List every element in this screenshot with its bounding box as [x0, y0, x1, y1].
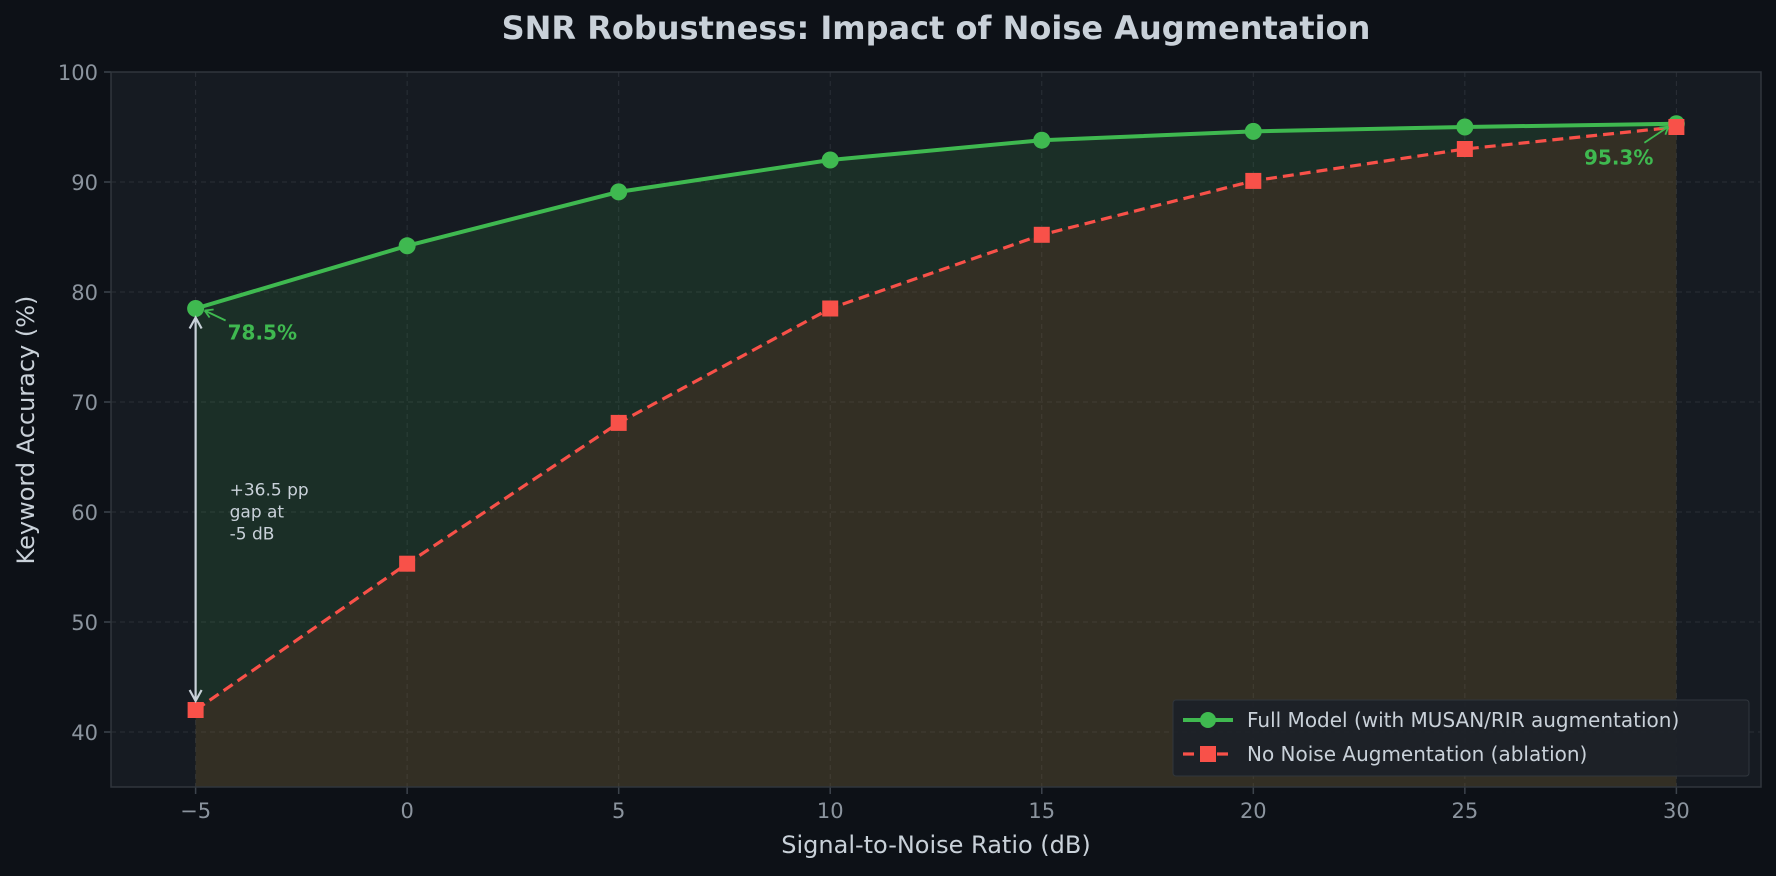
y-tick-label: 90: [71, 171, 98, 195]
x-tick-label: 5: [612, 799, 625, 823]
data-point-no-noise: [610, 414, 627, 431]
data-point-no-noise: [1668, 119, 1685, 135]
x-tick-label: 30: [1663, 799, 1690, 823]
data-point-full-model: [187, 300, 205, 317]
y-tick-label: 100: [58, 61, 98, 85]
data-point-full-model: [1456, 118, 1474, 136]
data-point-no-noise: [1033, 226, 1050, 243]
plot-border: [110, 71, 1762, 788]
gap-annotation-line: gap at: [230, 503, 285, 523]
x-tick-label: 0: [400, 799, 413, 823]
data-point-no-noise: [822, 300, 839, 317]
y-tick-label: 40: [71, 721, 98, 745]
legend-box: [1172, 699, 1750, 777]
x-tick-label: 20: [1240, 799, 1267, 823]
annotation-arrowhead-end: [1659, 125, 1670, 136]
y-tick-label: 70: [71, 391, 98, 415]
data-point-no-noise: [1245, 172, 1262, 189]
data-point-no-noise: [187, 702, 204, 718]
plot-area: [111, 72, 1761, 787]
legend: Full Model (with MUSAN/RIR augmentation)…: [1172, 699, 1750, 777]
annotations: 78.5% 95.3% +36.5 pp gap at -5 dB: [188, 125, 1670, 704]
y-tick-label: 50: [71, 611, 98, 635]
legend-marker-full-model: [1200, 712, 1216, 728]
series-layer: [187, 115, 1685, 718]
y-tick-label: 80: [71, 281, 98, 305]
x-tick-label: 25: [1451, 799, 1478, 823]
legend-label-full-model: Full Model (with MUSAN/RIR augmentation): [1247, 708, 1679, 732]
annotation-arrowhead-start: [203, 308, 214, 319]
data-point-no-noise: [1456, 141, 1473, 157]
series-line-no-noise: [194, 125, 1677, 712]
gap-annotation-line: -5 dB: [230, 525, 275, 545]
legend-marker-no-noise: [1200, 746, 1216, 762]
data-point-full-model: [610, 183, 628, 201]
gap-annotation-text: +36.5 pp gap at -5 dB: [230, 481, 309, 545]
data-point-no-noise: [399, 555, 416, 572]
axes: 40 50 60 70 80 90 100 −5 0 5 10 15 20 25 30: [58, 61, 1762, 823]
legend-label-no-noise: No Noise Augmentation (ablation): [1247, 742, 1587, 766]
y-axis-label: Keyword Accuracy (%): [12, 296, 40, 565]
y-tick-label: 60: [71, 501, 98, 525]
chart-title: SNR Robustness: Impact of Noise Augmenta…: [502, 9, 1371, 47]
annotation-label-start: 78.5%: [228, 321, 297, 345]
data-point-full-model: [1244, 122, 1262, 140]
x-tick-label: 15: [1028, 799, 1055, 823]
annotation-arrow-end: [1643, 125, 1669, 144]
series-line-full-model: [195, 121, 1677, 311]
gap-arrowhead-bottom: [188, 689, 203, 704]
data-point-full-model: [821, 151, 839, 169]
fill-areas: [195, 123, 1677, 787]
gap-annotation-line: +36.5 pp: [230, 481, 309, 501]
x-tick-label: −5: [180, 799, 211, 823]
data-point-full-model: [1033, 131, 1051, 149]
data-point-full-model: [398, 237, 416, 255]
x-tick-label: 10: [817, 799, 844, 823]
gap-fill-area: [195, 123, 1677, 710]
ablation-fill-area: [195, 127, 1677, 787]
gap-arrowhead-top: [188, 315, 203, 330]
annotation-label-end: 95.3%: [1584, 146, 1653, 170]
annotation-arrow-start: [204, 309, 227, 322]
x-axis-label: Signal-to-Noise Ratio (dB): [781, 831, 1090, 859]
